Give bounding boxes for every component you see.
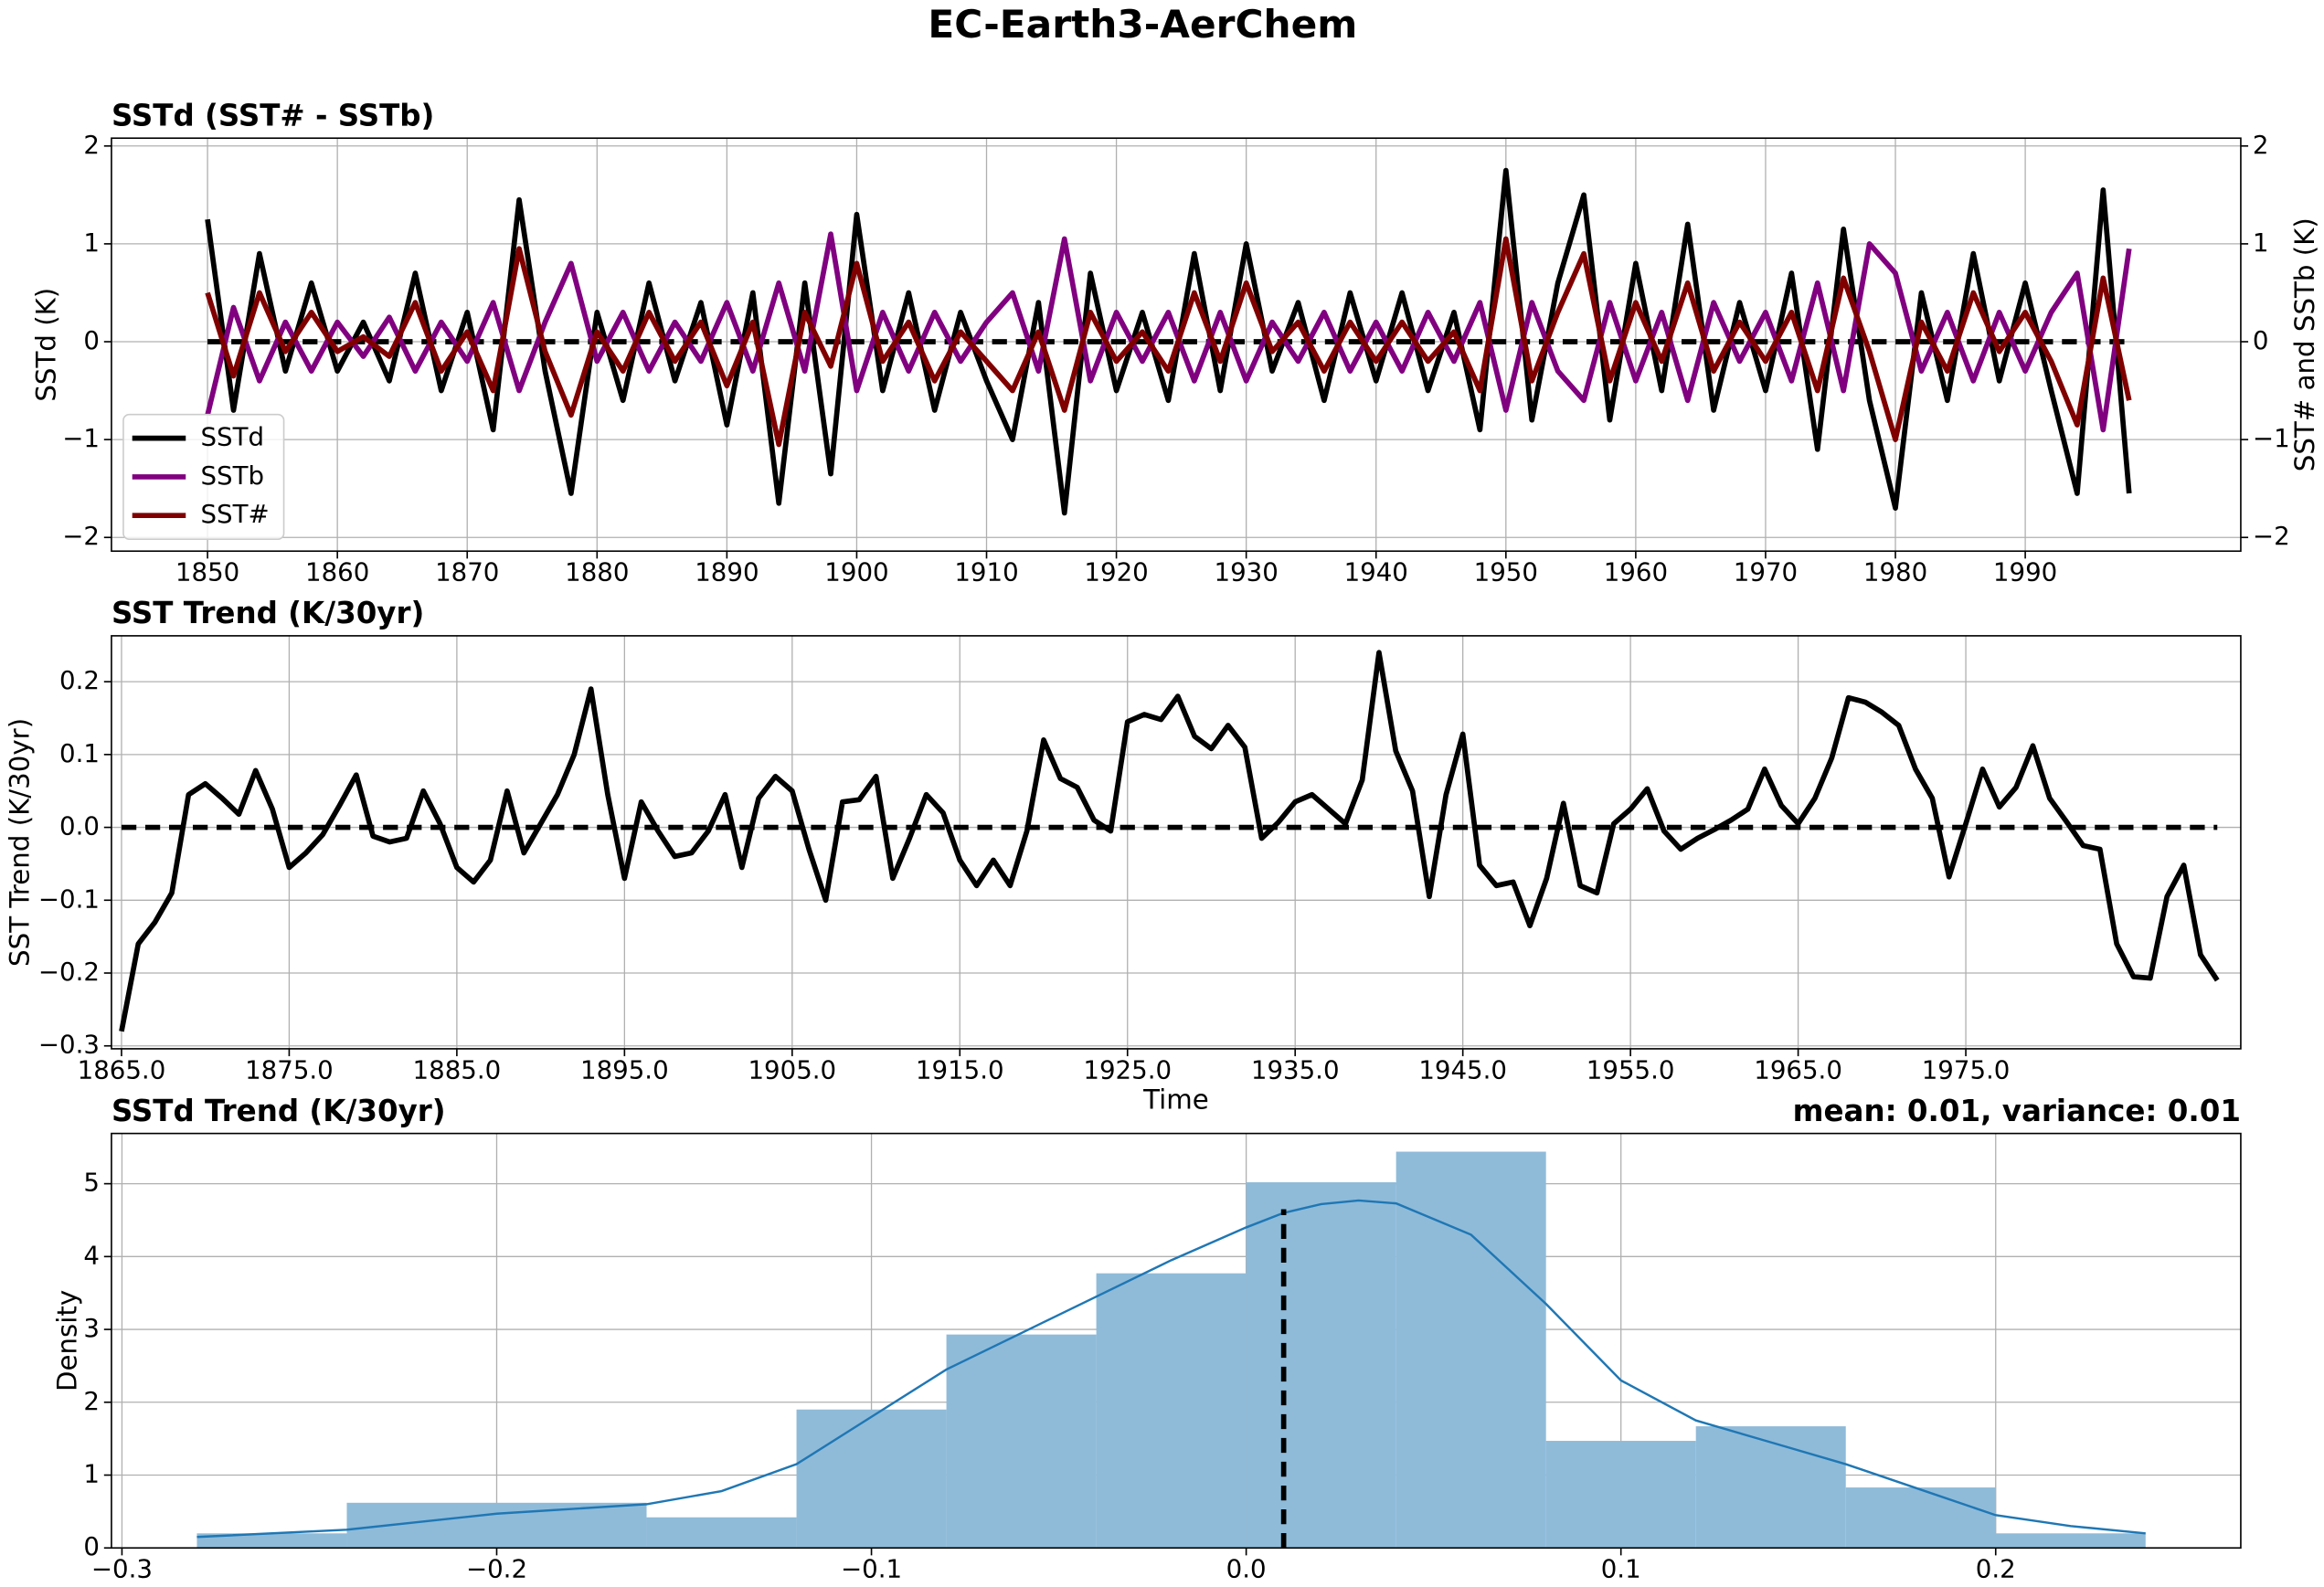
x-tick-label: 1980 xyxy=(1863,557,1927,587)
x-tick-label: −0.3 xyxy=(91,1554,153,1584)
histogram-bar xyxy=(1545,1441,1696,1549)
x-tick-label: 1930 xyxy=(1215,557,1279,587)
histogram-bar xyxy=(496,1502,647,1549)
y-tick-label: −1 xyxy=(62,423,100,453)
x-tick-label: 1885.0 xyxy=(413,1054,502,1084)
y2-tick-label: 1 xyxy=(2253,227,2269,258)
y-tick-label: −2 xyxy=(62,521,100,551)
x-tick-label: 1970 xyxy=(1734,557,1798,587)
x-tick-label: 1910 xyxy=(954,557,1018,587)
panel-title: SSTd Trend (K/30yr) xyxy=(111,1094,446,1128)
y-tick-label: 0 xyxy=(83,1531,100,1561)
y-tick-label: −0.2 xyxy=(38,957,100,987)
y-tick-label: 0.0 xyxy=(59,811,100,841)
x-tick-label: 0.0 xyxy=(1226,1554,1267,1584)
x-tick-label: 1950 xyxy=(1474,557,1538,587)
x-tick-label: 1905.0 xyxy=(748,1054,836,1084)
x-tick-label: 1860 xyxy=(305,557,369,587)
x-tick-label: 1915.0 xyxy=(916,1054,1004,1084)
legend-label: SST# xyxy=(201,499,270,529)
x-tick-label: 1870 xyxy=(435,557,499,587)
y-tick-label: 0.1 xyxy=(59,738,100,768)
x-tick-label: 1955.0 xyxy=(1586,1054,1675,1084)
x-tick-label: 1900 xyxy=(824,557,888,587)
y-tick-label: 1 xyxy=(83,227,100,258)
line-series xyxy=(205,236,2132,448)
axes-frame xyxy=(111,635,2242,1050)
annotation: mean: 0.01, variance: 0.01 xyxy=(1793,1094,2241,1128)
y-axis-label: SSTd (K) xyxy=(31,288,62,402)
histogram-bar xyxy=(1695,1426,1846,1549)
x-tick-label: 1895.0 xyxy=(580,1054,669,1084)
y-tick-label: 4 xyxy=(83,1240,100,1270)
histogram-bar xyxy=(946,1334,1097,1549)
y-axis-label: SST Trend (K/30yr) xyxy=(4,718,35,967)
y-tick-label: 0.2 xyxy=(59,665,100,695)
x-tick-label: 1880 xyxy=(565,557,629,587)
legend-label: SSTb xyxy=(201,460,264,491)
figure-title: EC-Earth3-AerChem xyxy=(928,2,1357,47)
x-tick-label: 1945.0 xyxy=(1418,1054,1507,1084)
x-tick-label: 1875.0 xyxy=(245,1054,334,1084)
panel-title: SSTd (SST# - SSTb) xyxy=(111,98,434,132)
axes-frame xyxy=(111,137,2242,553)
histogram-bar xyxy=(346,1502,497,1549)
x-tick-label: 1975.0 xyxy=(1922,1054,2011,1084)
x-tick-label: 1990 xyxy=(1993,557,2057,587)
x-tick-label: 1935.0 xyxy=(1251,1054,1340,1084)
y-tick-label: −0.1 xyxy=(38,883,100,914)
histogram-bar xyxy=(1246,1182,1396,1549)
y2-tick-label: 0 xyxy=(2253,325,2269,355)
histogram-bar xyxy=(1995,1533,2146,1549)
x-tick-label: 1960 xyxy=(1604,557,1668,587)
histogram-bar xyxy=(646,1517,797,1549)
axes-frame xyxy=(111,1132,2242,1550)
x-tick-label: 1890 xyxy=(695,557,759,587)
x-tick-label: −0.1 xyxy=(841,1554,902,1584)
y-tick-label: −0.3 xyxy=(38,1030,100,1060)
histogram-bar xyxy=(796,1409,947,1549)
y-tick-label: 1 xyxy=(83,1459,100,1489)
x-tick-label: 1925.0 xyxy=(1083,1054,1172,1084)
x-axis-label: Time xyxy=(1142,1084,1209,1115)
y-tick-label: 0 xyxy=(83,325,100,355)
x-tick-label: 1850 xyxy=(175,557,239,587)
line-series xyxy=(119,650,2220,1032)
x-tick-label: 1920 xyxy=(1084,557,1148,587)
y-tick-label: 2 xyxy=(83,1386,100,1416)
x-tick-label: 1965.0 xyxy=(1754,1054,1842,1084)
panel-title: SST Trend (K/30yr) xyxy=(111,596,424,630)
line-series xyxy=(205,167,2132,516)
histogram-bar xyxy=(1845,1487,1996,1549)
y-tick-label: 3 xyxy=(83,1313,100,1343)
y2-tick-label: −2 xyxy=(2253,521,2290,551)
y2-tick-label: −1 xyxy=(2253,423,2290,453)
x-tick-label: 0.2 xyxy=(1976,1554,2016,1584)
histogram-bar xyxy=(196,1533,347,1549)
histogram-bar xyxy=(1096,1273,1247,1549)
x-tick-label: −0.2 xyxy=(466,1554,527,1584)
y2-tick-label: 2 xyxy=(2253,130,2269,160)
legend-label: SSTd xyxy=(201,422,264,452)
y-tick-label: 5 xyxy=(83,1168,100,1198)
y-tick-label: 2 xyxy=(83,130,100,160)
y2-axis-label: SST# and SSTb (K) xyxy=(2289,217,2320,471)
x-tick-label: 1940 xyxy=(1344,557,1408,587)
x-tick-label: 0.1 xyxy=(1601,1554,1641,1584)
line-series xyxy=(205,231,2132,433)
x-tick-label: 1865.0 xyxy=(78,1054,166,1084)
y-axis-label: Density xyxy=(51,1290,82,1391)
histogram-bar xyxy=(1395,1151,1546,1549)
kde-curve xyxy=(196,1199,2146,1539)
legend-box xyxy=(122,413,285,541)
